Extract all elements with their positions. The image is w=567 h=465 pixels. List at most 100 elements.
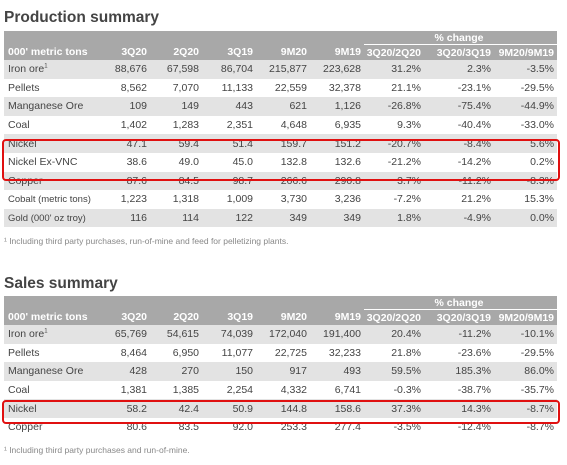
- table-cell: 2.3%: [424, 60, 494, 79]
- table-cell: 58.2: [102, 399, 150, 418]
- table-cell: 42.4: [150, 399, 202, 418]
- column-header: 9M20/9M19: [494, 44, 558, 60]
- row-label-text: Coal: [8, 119, 30, 132]
- table-cell: 67,598: [150, 60, 202, 79]
- table-cell: 14.3%: [424, 399, 494, 418]
- table-cell: 20.4%: [364, 325, 424, 344]
- column-header: 3Q20: [102, 309, 150, 325]
- footnote-marker: 1: [44, 63, 48, 70]
- table-cell: 9.3%: [397, 119, 421, 132]
- row-label: Pellets: [4, 79, 102, 98]
- table-cell: 3,236: [334, 193, 361, 206]
- table-cell: -29.5%: [520, 81, 555, 94]
- table-cell: 122: [202, 208, 256, 228]
- table-cell: 1.8%: [364, 208, 424, 228]
- table-cell: 172,040: [256, 325, 310, 344]
- table-row: Nickel 58.2 42.4 50.9 144.8 158.6 37.3% 14.3% -8…: [4, 399, 558, 418]
- sales-summary-title: Sales summary: [4, 275, 118, 292]
- table-cell: 1,385: [172, 384, 199, 397]
- table-row: Pellets 8,562 7,070 11,133 22,559 32,378 21.1%…: [4, 79, 557, 98]
- table-cell: 88,676: [102, 60, 150, 79]
- table-cell: 49.0: [178, 156, 199, 169]
- table-cell: 277.4: [334, 421, 361, 434]
- table-cell: 8,562: [120, 81, 147, 94]
- table-cell: 38.6: [126, 156, 147, 169]
- table-cell: 11,133: [221, 81, 253, 94]
- table-cell: 1,126: [310, 97, 364, 116]
- table-cell: 158.6: [310, 399, 364, 418]
- footnote-marker: 1: [44, 328, 48, 335]
- table-cell: 144.8: [256, 399, 310, 418]
- column-header: 2Q20: [150, 309, 202, 325]
- table-cell: 0.2%: [530, 156, 555, 169]
- table-cell: -40.4%: [457, 119, 491, 132]
- table-cell: 253.3: [280, 421, 307, 434]
- table-cell: -7.2%: [393, 193, 421, 206]
- table-cell: 45.0: [232, 156, 253, 169]
- table-cell: 6,935: [334, 119, 361, 132]
- table-cell: -8.7%: [526, 421, 555, 434]
- table-cell: 22,559: [274, 81, 307, 94]
- table-cell: 114: [150, 208, 202, 228]
- table-cell: 11,077: [221, 346, 253, 359]
- table-cell: 428: [102, 362, 150, 381]
- table-cell: 917: [256, 362, 310, 381]
- table-cell: 4,648: [280, 119, 307, 132]
- table-cell: 3,730: [280, 193, 307, 206]
- column-header: 3Q20/2Q20: [364, 309, 424, 325]
- sales-footnote: ¹ Including third party purchases and ru…: [4, 445, 190, 455]
- table-row: Cobalt (metric tons) 1,223 1,318 1,009 3,730…: [4, 190, 557, 209]
- table-cell: 1,402: [120, 119, 147, 132]
- table-cell: -21.2%: [387, 156, 421, 169]
- row-label: Manganese Ore: [4, 362, 102, 381]
- table-cell: 65,769: [102, 325, 150, 344]
- row-label: Nickel: [4, 399, 102, 418]
- table-cell: 116: [102, 208, 150, 228]
- table-cell: 215,877: [256, 60, 310, 79]
- table-cell: 109: [102, 97, 150, 116]
- table-cell: 1,381: [120, 384, 147, 397]
- column-header: 9M20/9M19: [494, 309, 558, 325]
- row-label: Iron ore1: [4, 325, 102, 344]
- table-cell: 86,704: [202, 60, 256, 79]
- table-cell: 349: [256, 208, 310, 228]
- column-header: 9M20: [256, 44, 310, 60]
- table-cell: 15.3%: [524, 193, 555, 206]
- table-row: Manganese Ore 109 149 443 621 1,126 -26.8% -75.…: [4, 97, 558, 116]
- row-label-text: Nickel: [8, 402, 37, 415]
- table-cell: -38.7%: [457, 384, 491, 397]
- production-footnote: ¹ Including third party purchases, run-o…: [4, 236, 289, 246]
- row-label: Coal: [4, 116, 102, 135]
- row-label: Manganese Ore: [4, 97, 102, 116]
- row-label-text: Manganese Ore: [8, 100, 84, 113]
- table-row: Iron ore1 65,769 54,615 74,039 172,040 191,40…: [4, 325, 558, 344]
- table-cell: 54,615: [150, 325, 202, 344]
- sales-header-group-row: % change: [4, 296, 558, 310]
- table-cell: 493: [310, 362, 364, 381]
- table-cell: -10.1%: [494, 325, 558, 344]
- table-cell: 1,009: [226, 193, 253, 206]
- table-cell: -3.5%: [494, 60, 558, 79]
- table-cell: 6,950: [172, 346, 199, 359]
- table-row: Pellets 8,464 6,950 11,077 22,725 32,233 21.8%…: [4, 344, 557, 363]
- row-label: Nickel Ex-VNC: [4, 153, 102, 172]
- table-cell: 21.1%: [391, 81, 421, 94]
- table-cell: -44.9%: [494, 97, 558, 116]
- table-cell: 22,725: [274, 346, 307, 359]
- row-label-text: Cobalt (metric tons): [8, 193, 91, 205]
- row-label-text: Iron ore: [8, 328, 45, 341]
- table-row: Manganese Ore 428 270 150 917 493 59.5% 185.3% 8…: [4, 362, 558, 381]
- table-cell: -12.4%: [457, 421, 491, 434]
- table-cell: 149: [150, 97, 202, 116]
- table-row: Copper 80.6 83.5 92.0 253.3 277.4 -3.5% -12.4% -…: [4, 418, 557, 437]
- table-cell: 270: [150, 362, 202, 381]
- table-cell: 21.8%: [391, 346, 421, 359]
- table-cell: -4.9%: [424, 208, 494, 228]
- table-cell: -23.1%: [457, 81, 491, 94]
- row-label-text: Iron ore: [8, 63, 45, 76]
- table-cell: -35.7%: [520, 384, 555, 397]
- row-label: Cobalt (metric tons): [4, 190, 102, 209]
- table-row: Coal 1,381 1,385 2,254 4,332 6,741 -0.3% -38.7%…: [4, 381, 557, 400]
- row-label: Gold (000' oz troy): [4, 208, 102, 228]
- table-row: Gold (000' oz troy) 116 114 122 349 349 1.8% -4…: [4, 208, 558, 228]
